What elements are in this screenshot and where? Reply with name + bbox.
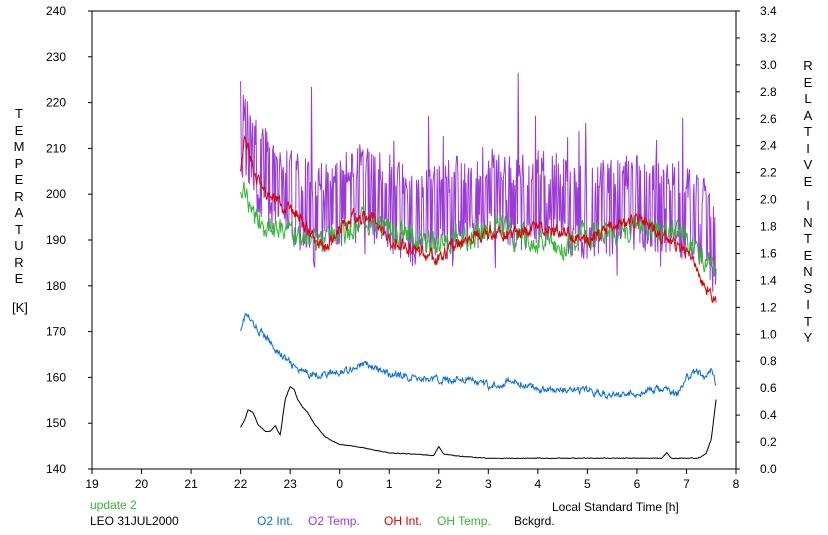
x-tick-label: 0 [336,477,343,491]
axis-label-letter: I [806,198,810,213]
x-tick-label: 4 [535,477,542,491]
right-tick-label: 2.4 [760,139,777,153]
axis-label-letter: N [803,264,813,279]
x-tick-label: 2 [435,477,442,491]
axis-label-letter: A [14,205,24,220]
axis-label-letter: I [806,140,810,156]
right-tick-label: 0.0 [760,462,777,476]
station-date-label: LEO 31JUL2000 [90,514,179,528]
x-tick-label: 20 [135,477,149,491]
right-tick-label: 3.2 [760,31,777,45]
axis-label-letter: I [806,297,810,312]
right-tick-label: 1.4 [760,273,777,287]
axis-label-letter: T [804,313,812,329]
right-tick-label: 3.0 [760,58,777,72]
axis-label-letter: E [14,271,24,286]
series-line-o2-temp [240,72,717,293]
series-line-oh-int [240,134,717,304]
left-tick-label: 200 [46,187,66,201]
axis-label-letter: E [14,122,24,138]
legend-oh-int: OH Int. [384,514,423,528]
axis-label-letter: E [803,74,813,90]
right-tick-label: 1.2 [760,300,777,314]
x-tick-label: 7 [683,477,690,491]
series-layer [240,72,717,460]
left-tick-label: 210 [46,141,66,155]
axis-label-letter: E [803,247,813,263]
x-tick-label: 3 [485,477,492,491]
right-tick-label: 0.4 [760,408,777,422]
right-tick-label: 2.0 [760,193,777,207]
x-tick-label: 1 [386,477,393,491]
axis-label-letter: P [14,155,24,171]
x-tick-label: 5 [584,477,591,491]
axis-label-letter: S [803,280,813,296]
left-tick-label: 190 [46,233,66,247]
axis-layer: 19 20 21 22 23 0 1 2 3 4 5 6 7 8140150160170180190200… [46,4,777,491]
right-tick-label: 1.0 [760,327,777,341]
axis-label-letter: V [803,157,813,172]
axis-label-letter: Y [803,330,813,345]
legend-oh-temp: OH Temp. [437,514,491,528]
left-tick-label: 220 [46,96,66,110]
axis-label-letter: T [804,124,812,139]
axis-label-letter: T [15,106,23,121]
axis-label-letter: U [14,238,24,253]
axis-label-letter: A [803,107,813,123]
legend-bckgrd: Bckgrd. [514,514,555,528]
right-tick-label: 0.8 [760,354,777,368]
axis-label-letter: T [804,231,812,246]
series-line-o2-int [240,312,717,400]
axis-label-letter: L [804,91,812,106]
right-tick-label: 2.8 [760,85,777,99]
left-tick-label: 140 [46,462,66,476]
update-label: update 2 [90,498,137,512]
x-tick-label: 19 [85,477,99,491]
x-tick-label: 6 [634,477,641,491]
left-tick-label: 150 [46,416,66,430]
right-tick-label: 2.2 [760,166,777,180]
axis-label-letter: R [14,254,24,270]
x-tick-label: 22 [234,477,248,491]
axis-label-letter: R [803,58,813,73]
axis-label-letter: R [14,188,24,204]
left-axis-unit: [K] [12,300,28,315]
left-tick-label: 240 [46,4,66,18]
x-tick-label: 21 [184,477,198,491]
legend-o2-temp: O2 Temp. [308,514,360,528]
left-tick-label: 160 [46,370,66,384]
series-line-oh-temp [240,181,717,280]
right-tick-label: 0.2 [760,435,777,449]
axis-label-letter: M [13,139,25,154]
legend-o2-int: O2 Int. [257,514,294,528]
right-tick-label: 0.6 [760,381,777,395]
series-line-bckgrd [240,386,717,460]
right-tick-label: 2.6 [760,112,777,126]
x-tick-label: 8 [733,477,740,491]
x-tick-label: 23 [283,477,297,491]
right-tick-label: 1.8 [760,220,777,234]
left-tick-label: 180 [46,279,66,293]
axis-label-letter: T [15,221,23,237]
left-tick-label: 230 [46,50,66,64]
axis-label-letter: E [803,173,813,189]
x-axis-label: Local Standard Time [h] [552,500,679,514]
right-tick-label: 3.4 [760,4,777,18]
axis-label-letter: N [803,214,813,230]
right-tick-label: 1.6 [760,246,777,260]
left-tick-label: 170 [46,325,66,339]
axis-label-letter: E [14,172,24,187]
